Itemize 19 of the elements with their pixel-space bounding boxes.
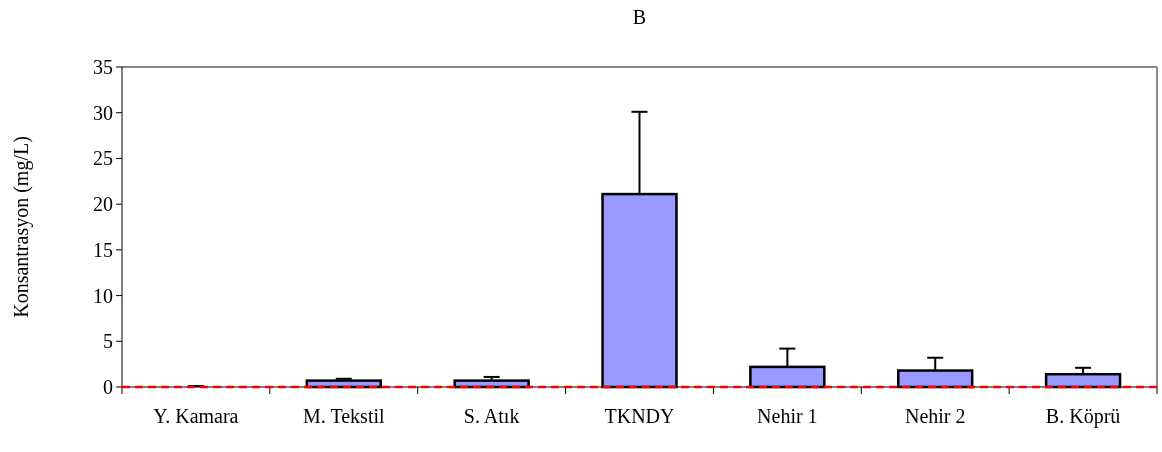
bar bbox=[749, 365, 826, 389]
y-tick-label: 20 bbox=[93, 193, 113, 216]
x-tick-label: Nehir 2 bbox=[904, 405, 966, 427]
x-tick-label: M. Tekstil bbox=[303, 405, 386, 427]
x-tick-label: Y. Kamara bbox=[153, 405, 239, 427]
y-tick-label: 30 bbox=[93, 101, 113, 124]
y-tick-label: 5 bbox=[103, 330, 113, 353]
y-tick-label: 35 bbox=[93, 56, 113, 78]
y-tick-label: 15 bbox=[93, 238, 113, 261]
x-tick-label: Nehir 1 bbox=[757, 405, 818, 427]
y-tick-label: 10 bbox=[93, 284, 113, 307]
bar bbox=[897, 369, 974, 389]
y-tick-label: 25 bbox=[93, 147, 113, 170]
y-axis-title: Konsantrasyon (mg/L) bbox=[10, 136, 33, 318]
chart-title: B bbox=[632, 6, 647, 28]
x-tick-label: S. Atık bbox=[463, 405, 520, 427]
y-tick-label: 0 bbox=[103, 376, 113, 398]
x-tick-label: TKNDY bbox=[604, 405, 675, 427]
x-tick-label: B. Köprü bbox=[1045, 405, 1121, 428]
